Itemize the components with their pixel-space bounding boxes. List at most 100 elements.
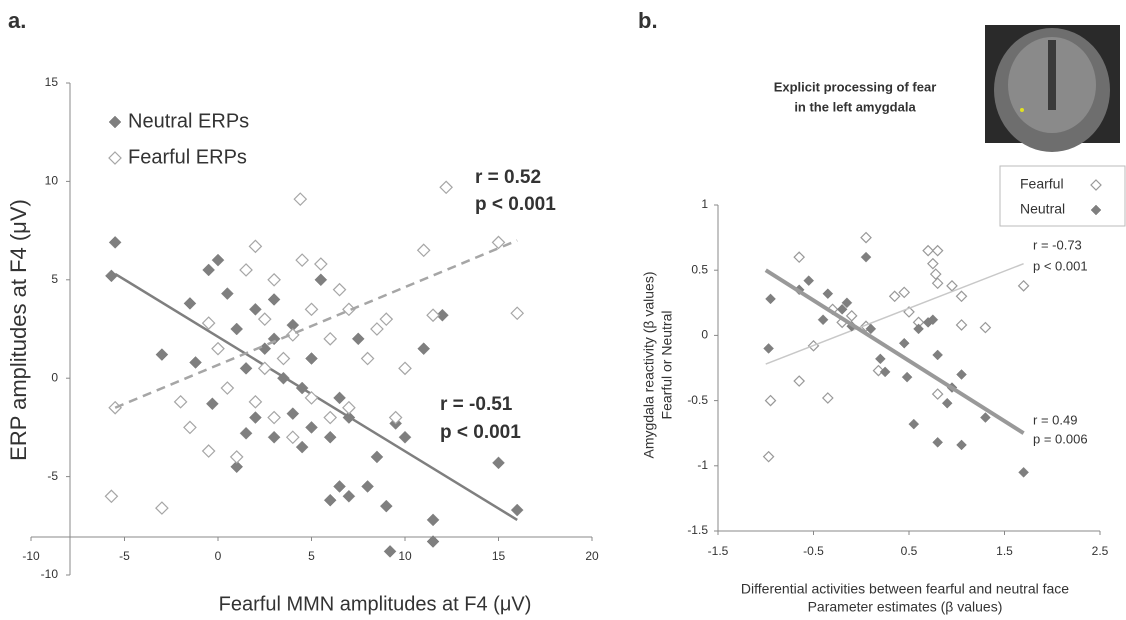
- data-point: [383, 545, 397, 558]
- x-axis-label: Fearful MMN amplitudes at F4 (μV): [219, 593, 532, 615]
- data-point: [239, 426, 253, 440]
- brain-fissure: [1048, 40, 1056, 110]
- x-tick-label: -5: [119, 549, 130, 563]
- legend-label: Fearful: [1020, 176, 1064, 192]
- data-point: [323, 410, 338, 425]
- data-point: [491, 235, 506, 250]
- stat-annotation: p < 0.001: [475, 194, 556, 215]
- brain-image: [985, 25, 1120, 152]
- data-point: [323, 331, 338, 346]
- y-tick-label: -10: [41, 567, 59, 581]
- data-point: [239, 362, 253, 375]
- data-point: [439, 180, 453, 195]
- data-point: [932, 349, 944, 361]
- data-point: [845, 309, 858, 322]
- x-tick-label: 20: [585, 549, 599, 563]
- data-point: [267, 272, 281, 287]
- data-point: [267, 293, 281, 306]
- data-point: [426, 535, 440, 548]
- data-point: [202, 263, 216, 277]
- data-point: [388, 410, 403, 425]
- x-tick-label: 0: [215, 549, 222, 563]
- data-point: [872, 364, 885, 377]
- data-point: [436, 308, 449, 322]
- data-point: [293, 192, 308, 206]
- panel: a. -10 -5 0 5 10 15 -10 -5 0 5 10 15 20 Fearful MMN am…: [6, 8, 599, 615]
- data-point: [913, 323, 924, 335]
- data-point: [105, 269, 118, 283]
- data-point: [821, 392, 834, 404]
- data-point: [510, 306, 525, 321]
- y-tick-label: 0: [701, 328, 708, 342]
- y-tick-label: -0.5: [687, 393, 708, 407]
- data-point: [379, 312, 394, 327]
- data-point: [249, 302, 262, 316]
- data-point: [492, 456, 505, 470]
- y-axis-label: Fearful or Neutral: [659, 311, 675, 420]
- data-point: [980, 412, 991, 423]
- data-point: [510, 503, 524, 517]
- data-point: [248, 394, 263, 409]
- panel-title: Explicit processing of fear: [774, 79, 937, 94]
- data-point: [901, 371, 913, 383]
- data-point: [333, 480, 346, 493]
- data-point: [257, 361, 272, 376]
- data-point: [956, 369, 967, 380]
- data-point: [946, 279, 958, 292]
- data-point: [189, 356, 202, 369]
- data-point: [955, 290, 968, 303]
- data-point: [304, 391, 319, 405]
- data-point: [941, 397, 953, 409]
- data-point: [323, 493, 337, 507]
- stat-annotation: r = 0.49: [1033, 412, 1077, 427]
- data-point: [841, 297, 853, 309]
- stat-annotation: r = -0.51: [440, 394, 513, 415]
- data-point: [417, 342, 431, 356]
- data-point: [763, 343, 774, 354]
- y-tick-label: 1: [701, 197, 708, 211]
- legend-label: Neutral: [1020, 201, 1065, 217]
- stat-annotation: p = 0.006: [1033, 431, 1088, 446]
- data-point: [314, 273, 328, 287]
- data-point: [323, 430, 337, 444]
- x-tick-label: -0.5: [803, 544, 824, 558]
- data-point: [1017, 279, 1030, 292]
- data-point: [955, 319, 968, 331]
- data-point: [314, 257, 328, 271]
- data-point: [155, 348, 169, 361]
- data-point: [342, 489, 356, 503]
- data-point: [898, 286, 911, 299]
- data-point: [333, 391, 346, 405]
- panel-label: a.: [8, 8, 26, 33]
- data-point: [239, 263, 253, 277]
- data-point: [908, 418, 920, 430]
- data-point: [929, 268, 942, 280]
- data-point: [822, 288, 834, 300]
- data-point: [398, 361, 412, 376]
- data-point: [817, 314, 829, 326]
- data-point: [230, 322, 244, 336]
- data-point: [342, 400, 356, 415]
- y-tick-label: 0: [51, 370, 58, 384]
- data-point: [249, 411, 262, 424]
- stat-annotation: r = 0.52: [475, 167, 541, 188]
- data-point: [793, 251, 806, 264]
- data-point: [931, 244, 944, 257]
- data-point: [927, 314, 939, 326]
- x-tick-label: -10: [22, 549, 40, 563]
- data-point: [276, 351, 291, 366]
- data-point: [229, 450, 244, 464]
- panel-label: b.: [638, 8, 658, 33]
- amygdala-spot: [1020, 108, 1024, 112]
- x-tick-label: 15: [492, 549, 506, 563]
- data-point: [305, 352, 318, 365]
- data-point: [201, 316, 216, 330]
- x-tick-label: 2.5: [1092, 544, 1109, 558]
- data-point: [267, 430, 281, 444]
- data-point: [220, 287, 234, 300]
- data-point: [762, 450, 775, 463]
- data-point: [104, 489, 119, 504]
- y-tick-label: 15: [45, 75, 59, 89]
- data-point: [764, 394, 777, 407]
